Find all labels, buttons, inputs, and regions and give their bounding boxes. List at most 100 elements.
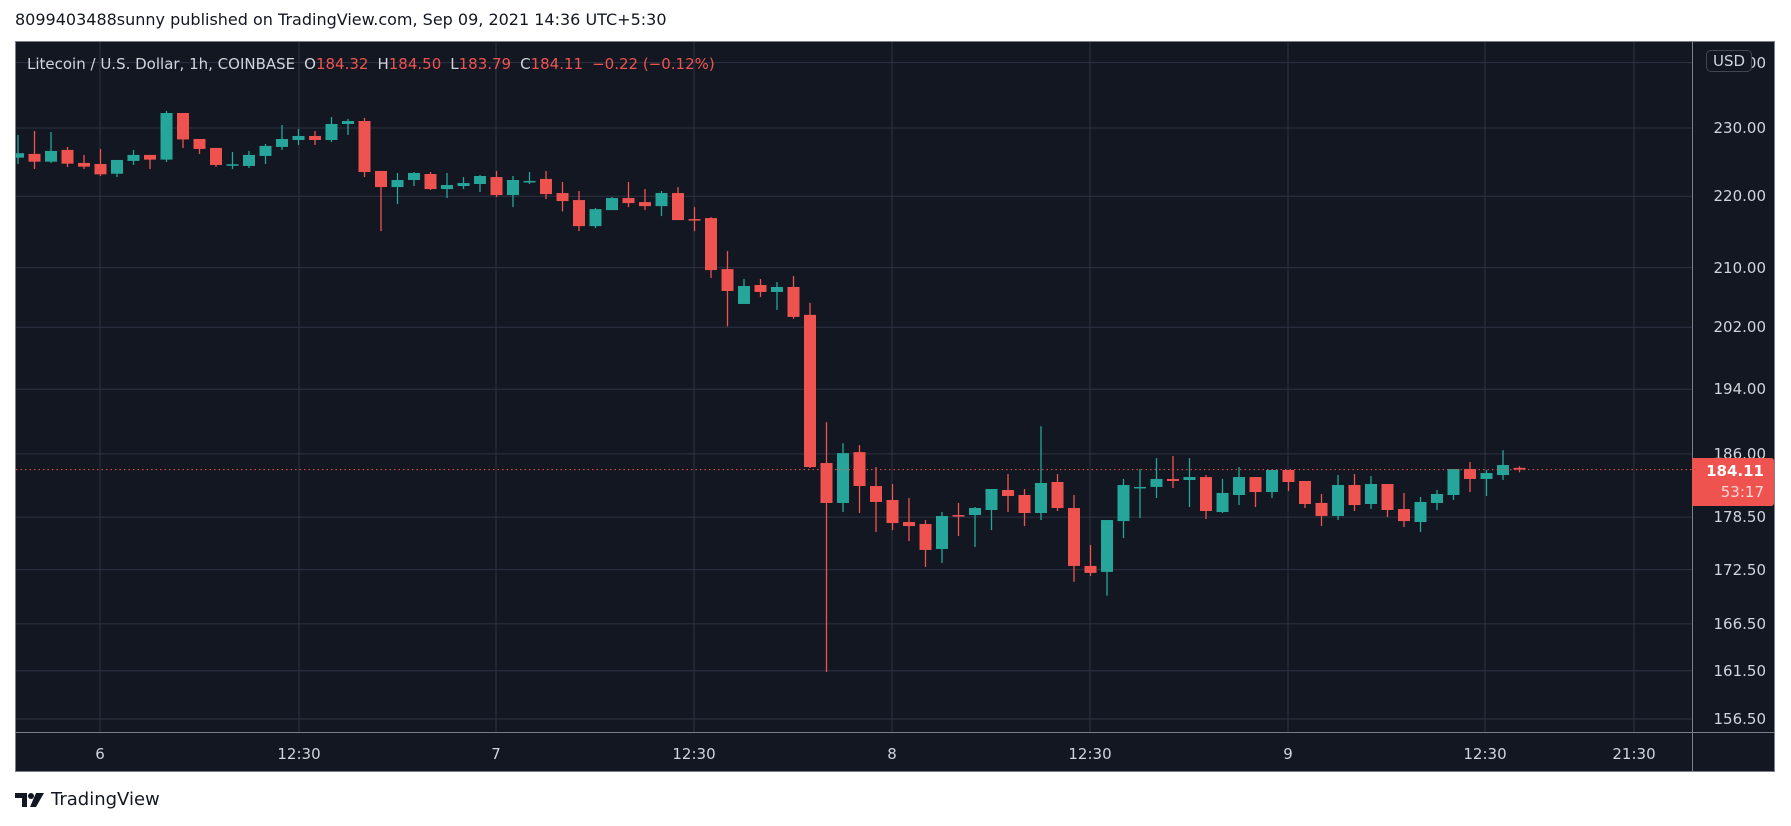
candle: [985, 488, 998, 531]
candle: [243, 150, 255, 168]
candle: [1431, 490, 1443, 510]
symbol-title[interactable]: Litecoin / U.S. Dollar, 1h, COINBASE: [27, 55, 296, 73]
ohlc-high: H184.50: [377, 55, 442, 73]
currency-button[interactable]: USD: [1706, 50, 1753, 72]
candle: [1398, 492, 1410, 528]
candle: [391, 172, 404, 205]
candle: [1134, 469, 1146, 519]
candle: [210, 147, 222, 167]
candle: [1332, 475, 1344, 521]
candle: [573, 191, 585, 232]
time-tick-label: 8: [887, 745, 897, 763]
price-tick-label: 172.50: [1713, 560, 1767, 579]
candle: [853, 445, 866, 513]
candle: [837, 443, 849, 513]
price-axis[interactable]: 240.00230.00220.00210.00202.00194.00186.…: [1692, 42, 1774, 732]
candle: [754, 279, 767, 297]
candle: [1216, 478, 1229, 513]
candle: [1233, 467, 1245, 506]
candle: [94, 148, 107, 176]
candle: [457, 177, 470, 190]
candle: [424, 172, 437, 191]
candle: [78, 154, 90, 169]
candle: [952, 502, 965, 537]
price-change: −0.22 (−0.12%): [592, 55, 715, 73]
price-tick-label: 161.50: [1713, 661, 1767, 680]
candle: [1497, 450, 1509, 480]
candle: [309, 131, 321, 145]
time-tick-label: 9: [1283, 745, 1293, 763]
candle: [1035, 426, 1047, 521]
candle: [540, 170, 552, 200]
candle: [1068, 494, 1080, 582]
bar-countdown: 53:17: [1720, 482, 1764, 501]
symbol-legend: Litecoin / U.S. Dollar, 1h, COINBASE O18…: [27, 55, 715, 73]
price-tick-label: 230.00: [1713, 119, 1767, 137]
candle: [1348, 474, 1361, 512]
time-tick-label: 6: [95, 745, 105, 763]
candle: [589, 208, 602, 229]
price-tick-label: 194.00: [1713, 380, 1767, 399]
candle: [1183, 458, 1196, 507]
candle: [127, 149, 140, 165]
candle: [1002, 474, 1014, 513]
candle: [523, 172, 536, 185]
candle: [1117, 478, 1130, 539]
candle: [1464, 462, 1476, 493]
chart-frame[interactable]: Litecoin / U.S. Dollar, 1h, COINBASE O18…: [15, 41, 1775, 772]
ohlc-close: C184.11: [520, 55, 584, 73]
time-tick-label: 7: [491, 745, 501, 763]
candle: [507, 175, 519, 208]
candle: [325, 116, 338, 142]
candle: [474, 175, 486, 193]
candle: [1299, 480, 1311, 509]
candlestick-plot[interactable]: [16, 42, 1774, 771]
candle: [919, 520, 932, 567]
candle: [820, 422, 833, 672]
candle: [61, 146, 74, 167]
candle: [1315, 493, 1328, 527]
candle: [1282, 470, 1295, 492]
time-axis[interactable]: 6 12:30 7 12:30 8 12:30 9 12:30 21:30: [16, 732, 1692, 771]
candle: [144, 154, 156, 169]
candle: [886, 484, 899, 531]
candle: [1101, 520, 1113, 596]
price-tick-label: 166.50: [1713, 614, 1767, 633]
candle: [936, 512, 948, 564]
candle: [1381, 484, 1394, 518]
time-tick-label: 21:30: [1612, 745, 1656, 763]
price-tick-label: 178.50: [1713, 508, 1767, 527]
candle: [1266, 470, 1278, 498]
brand-name: TradingView: [51, 789, 160, 810]
publish-info: 8099403488sunny published on TradingView…: [15, 10, 667, 29]
candle: [16, 134, 24, 164]
time-tick-label: 12:30: [672, 745, 716, 763]
candle: [160, 111, 173, 162]
time-tick-label: 12:30: [277, 745, 321, 763]
candle: [276, 124, 288, 150]
candle: [1200, 475, 1212, 520]
candle: [292, 129, 305, 145]
candle: [28, 131, 41, 169]
candle: [177, 112, 189, 148]
candle: [1051, 474, 1064, 512]
candle: [1414, 497, 1427, 533]
candle: [639, 189, 651, 211]
candle: [688, 207, 701, 232]
time-tick-label: 12:30: [1068, 745, 1112, 763]
candle: [903, 497, 915, 542]
price-tick-label: 202.00: [1713, 318, 1767, 337]
price-tick-label: 210.00: [1713, 258, 1767, 277]
candle: [655, 191, 668, 217]
candle: [1018, 488, 1031, 527]
candle: [804, 302, 816, 469]
candle: [787, 276, 800, 319]
candle: [622, 181, 635, 208]
tradingview-brand[interactable]: TradingView: [15, 789, 160, 810]
candle: [721, 251, 734, 327]
candle: [771, 282, 783, 310]
candle: [490, 170, 503, 198]
tradingview-logo-icon: [15, 792, 44, 807]
candle: [1084, 544, 1097, 576]
candle: [226, 151, 239, 169]
